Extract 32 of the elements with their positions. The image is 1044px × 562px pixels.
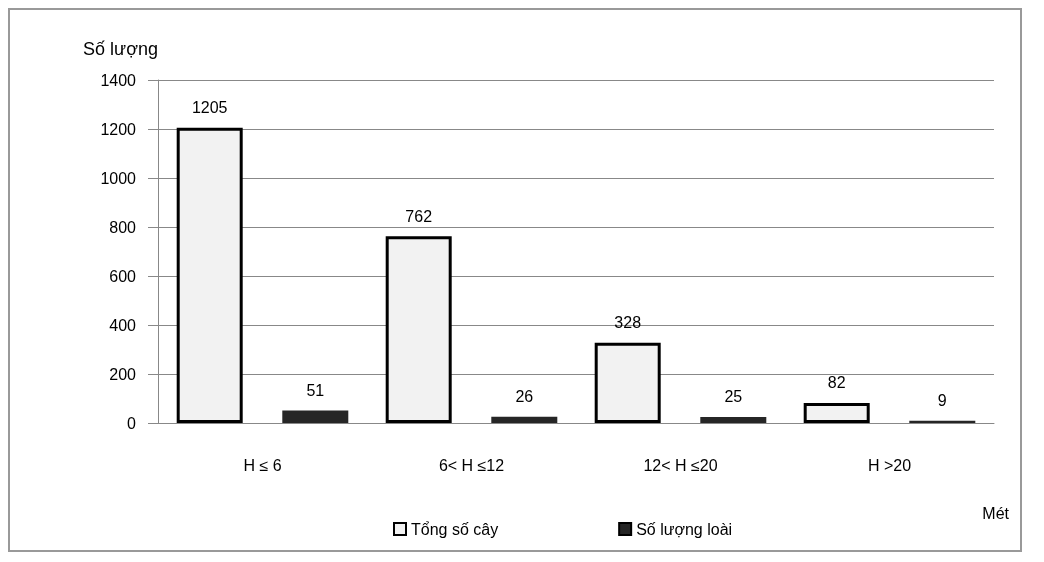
bar xyxy=(385,236,452,423)
y-tick-label: 1200 xyxy=(100,120,137,138)
y-tick-label: 400 xyxy=(109,316,137,334)
bar xyxy=(909,420,976,423)
data-label: 9 xyxy=(937,392,947,410)
data-label: 1205 xyxy=(191,99,228,117)
bar xyxy=(282,410,349,423)
y-axis-title: Số lượng xyxy=(83,39,158,59)
legend-label: Số lượng loài xyxy=(636,520,733,538)
x-tick-label: 6< H ≤12 xyxy=(438,456,505,474)
data-label: 762 xyxy=(405,207,433,225)
bar xyxy=(803,402,870,423)
data-label: 51 xyxy=(306,382,325,400)
y-tick-label: 0 xyxy=(127,414,137,432)
x-tick-label: H >20 xyxy=(867,456,912,474)
bar xyxy=(491,416,558,423)
data-label: 328 xyxy=(614,314,642,332)
x-tick-label: H ≤ 6 xyxy=(243,456,282,474)
y-tick-label: 800 xyxy=(109,218,137,236)
legend-label: Tổng số cây xyxy=(411,520,499,538)
data-label: 26 xyxy=(515,388,534,406)
y-tick-label: 200 xyxy=(109,365,137,383)
bar xyxy=(176,127,243,423)
data-label: 82 xyxy=(827,374,846,392)
y-tick-label: 1400 xyxy=(100,71,137,89)
y-tick-label: 600 xyxy=(109,267,137,285)
data-label: 25 xyxy=(724,388,743,406)
x-tick-label: 12< H ≤20 xyxy=(643,456,718,474)
x-axis-title: Mét xyxy=(982,504,1010,522)
y-tick-label: 1000 xyxy=(100,169,137,187)
bar xyxy=(700,416,767,423)
bar xyxy=(594,342,661,423)
